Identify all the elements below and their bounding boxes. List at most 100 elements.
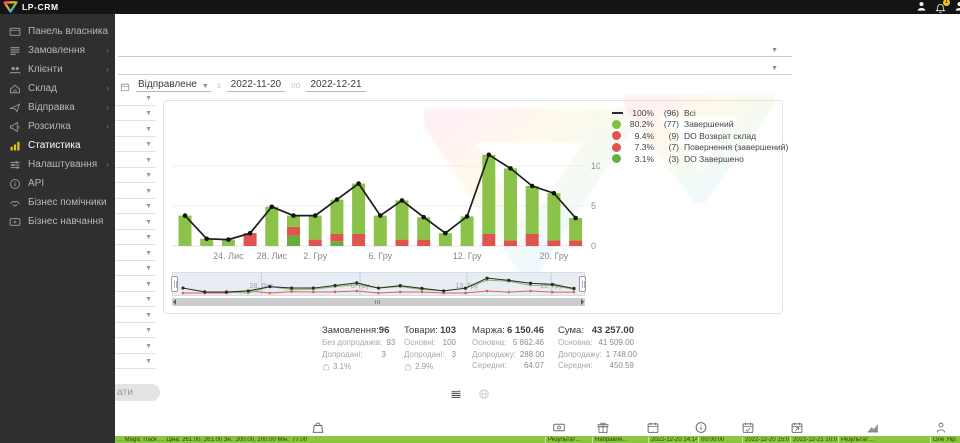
- legend-dot-swatch: [612, 131, 626, 141]
- filter-select[interactable]: ▼: [115, 276, 156, 292]
- filter-select[interactable]: ▼: [115, 307, 156, 323]
- legend-dot-swatch: [612, 154, 626, 164]
- filter-select[interactable]: ▼: [115, 261, 156, 276]
- filter-select[interactable]: ▼: [115, 90, 156, 106]
- filter-select[interactable]: ▼: [115, 106, 156, 121]
- education-icon: [9, 216, 21, 228]
- notification-badge: 1: [943, 0, 950, 6]
- svg-text:13. Гру: 13. Гру: [456, 283, 479, 290]
- sidebar-item-owner-panel[interactable]: Панель власника: [0, 22, 115, 41]
- helpers-icon: [9, 197, 21, 209]
- dashboard-icon: [9, 26, 21, 38]
- filter-select[interactable]: ▼: [115, 338, 156, 354]
- person-icon[interactable]: [934, 421, 948, 434]
- chevron-down-icon: ▼: [771, 65, 778, 72]
- calendar-icon[interactable]: [646, 421, 660, 434]
- chevron-down-icon: ▼: [145, 94, 152, 102]
- filter-select[interactable]: ▼: [115, 292, 156, 307]
- bag-icon[interactable]: [311, 421, 325, 434]
- navigator-right-handle[interactable]: [579, 276, 586, 292]
- date-to-input[interactable]: 2022-12-21: [306, 79, 366, 92]
- top-bar: LP-CRM 1: [0, 0, 960, 14]
- sidebar-item-warehouse[interactable]: Склад ›: [0, 79, 115, 98]
- list-view-icon[interactable]: [450, 388, 462, 400]
- navigator-mini-chart: 28. Лис 6. Гру 13. Гру 19. Гру: [181, 273, 576, 295]
- svg-text:0: 0: [591, 241, 596, 251]
- calendar-check-icon[interactable]: [741, 421, 755, 434]
- sidebar-item-clients[interactable]: Клієнти ›: [0, 60, 115, 79]
- svg-text:24. Лис: 24. Лис: [213, 251, 244, 261]
- filter-select[interactable]: ▼: [115, 137, 156, 152]
- filter-select[interactable]: ▼: [115, 168, 156, 183]
- notifications-bell-icon[interactable]: 1: [935, 0, 950, 12]
- chart-legend: 100% (96) Всі 80.2% (77) Завершений 9.4%…: [612, 107, 788, 165]
- chevron-right-icon: ›: [106, 64, 109, 74]
- table-row[interactable]: … Magic Track … Ціна: 261.00, 261.00 Зн.…: [115, 436, 960, 443]
- svg-text:19. Гру: 19. Гру: [540, 283, 563, 290]
- legend-item-do-finished[interactable]: 3.1% (3) DO Завершено: [612, 153, 788, 165]
- sidebar-item-settings[interactable]: Налаштування ›: [0, 155, 115, 174]
- legend-item-do-return[interactable]: 9.4% (9) DO Возврат склад: [612, 130, 788, 142]
- area-chart-icon[interactable]: [866, 421, 880, 434]
- chevron-down-icon: ▼: [145, 265, 152, 272]
- to-label: по: [291, 80, 301, 90]
- svg-text:12. Гру: 12. Гру: [453, 251, 482, 261]
- svg-text:20. Гру: 20. Гру: [540, 251, 569, 261]
- scroll-left-arrow[interactable]: [173, 299, 176, 305]
- chevron-down-icon: ▼: [145, 280, 152, 288]
- sidebar-item-shipping[interactable]: Відправка ›: [0, 98, 115, 117]
- chevron-down-icon: ▼: [145, 203, 152, 210]
- filter-select[interactable]: ▼: [115, 199, 156, 214]
- chevron-down-icon: ▼: [145, 358, 152, 365]
- sidebar-item-mailing[interactable]: Розсилка ›: [0, 117, 115, 136]
- filter-select[interactable]: ▼: [115, 230, 156, 245]
- calendar-export-icon[interactable]: [790, 421, 804, 434]
- warehouse-icon: [9, 83, 21, 95]
- filter-select[interactable]: ▼: [115, 152, 156, 168]
- legend-item-completed[interactable]: 80.2% (77) Завершений: [612, 119, 788, 131]
- scroll-right-arrow[interactable]: [581, 299, 584, 305]
- gift-icon[interactable]: [596, 421, 610, 434]
- stats-icon: [9, 140, 21, 152]
- filter-select[interactable]: ▼: [115, 121, 156, 137]
- sidebar: Панель власника Замовлення › Клієнти › С…: [0, 14, 115, 443]
- filter-select[interactable]: ▼: [115, 214, 156, 230]
- svg-text:28. Лис: 28. Лис: [257, 251, 288, 261]
- date-type-select[interactable]: Відправлене ▼: [136, 79, 211, 92]
- sidebar-item-business-helpers[interactable]: Бізнес помічники: [0, 193, 115, 212]
- sidebar-item-api[interactable]: API: [0, 174, 115, 193]
- sidebar-item-statistics[interactable]: Статистика: [0, 136, 115, 155]
- navigator-left-handle[interactable]: [171, 276, 178, 292]
- globe-icon[interactable]: [478, 388, 490, 400]
- user-avatar-icon[interactable]: [916, 1, 927, 12]
- chevron-down-icon: ▼: [145, 342, 152, 350]
- chevron-right-icon: ›: [106, 45, 109, 55]
- chart-scrollbar[interactable]: [172, 298, 585, 306]
- chevron-down-icon: ▼: [145, 249, 152, 257]
- filter-select[interactable]: ▼: [115, 323, 156, 338]
- svg-text:10: 10: [591, 161, 600, 171]
- banknote-icon[interactable]: [552, 421, 566, 434]
- date-filter-row: Відправлене ▼ з 2022-11-20 по 2022-12-21: [120, 77, 366, 92]
- chart-range-navigator[interactable]: 28. Лис 6. Гру 13. Гру 19. Гру: [171, 272, 586, 296]
- filter-select-1[interactable]: ▼: [118, 40, 792, 57]
- chevron-right-icon: ›: [106, 102, 109, 112]
- brand-logo[interactable]: LP-CRM: [3, 1, 59, 13]
- filter-select-2[interactable]: ▼: [118, 58, 792, 75]
- filter-select[interactable]: ▼: [115, 183, 156, 199]
- filter-select[interactable]: ▼: [115, 354, 156, 369]
- filter-select[interactable]: ▼: [115, 245, 156, 261]
- legend-item-all[interactable]: 100% (96) Всі: [612, 107, 788, 119]
- user-menu-icon-clipped[interactable]: [954, 1, 960, 12]
- svg-text:6. Гру: 6. Гру: [351, 283, 370, 290]
- legend-item-return-completed[interactable]: 7.3% (7) Повернення (завершений): [612, 142, 788, 154]
- clients-icon: [9, 64, 21, 76]
- api-icon: [9, 178, 21, 190]
- sidebar-item-orders[interactable]: Замовлення ›: [0, 41, 115, 60]
- chevron-right-icon: ›: [106, 159, 109, 169]
- chevron-down-icon: ▼: [145, 141, 152, 148]
- sidebar-item-business-education[interactable]: Бізнес навчання: [0, 212, 115, 231]
- scrollbar-grip[interactable]: [375, 300, 376, 304]
- clock-icon[interactable]: [694, 421, 708, 434]
- date-from-input[interactable]: 2022-11-20: [226, 79, 286, 92]
